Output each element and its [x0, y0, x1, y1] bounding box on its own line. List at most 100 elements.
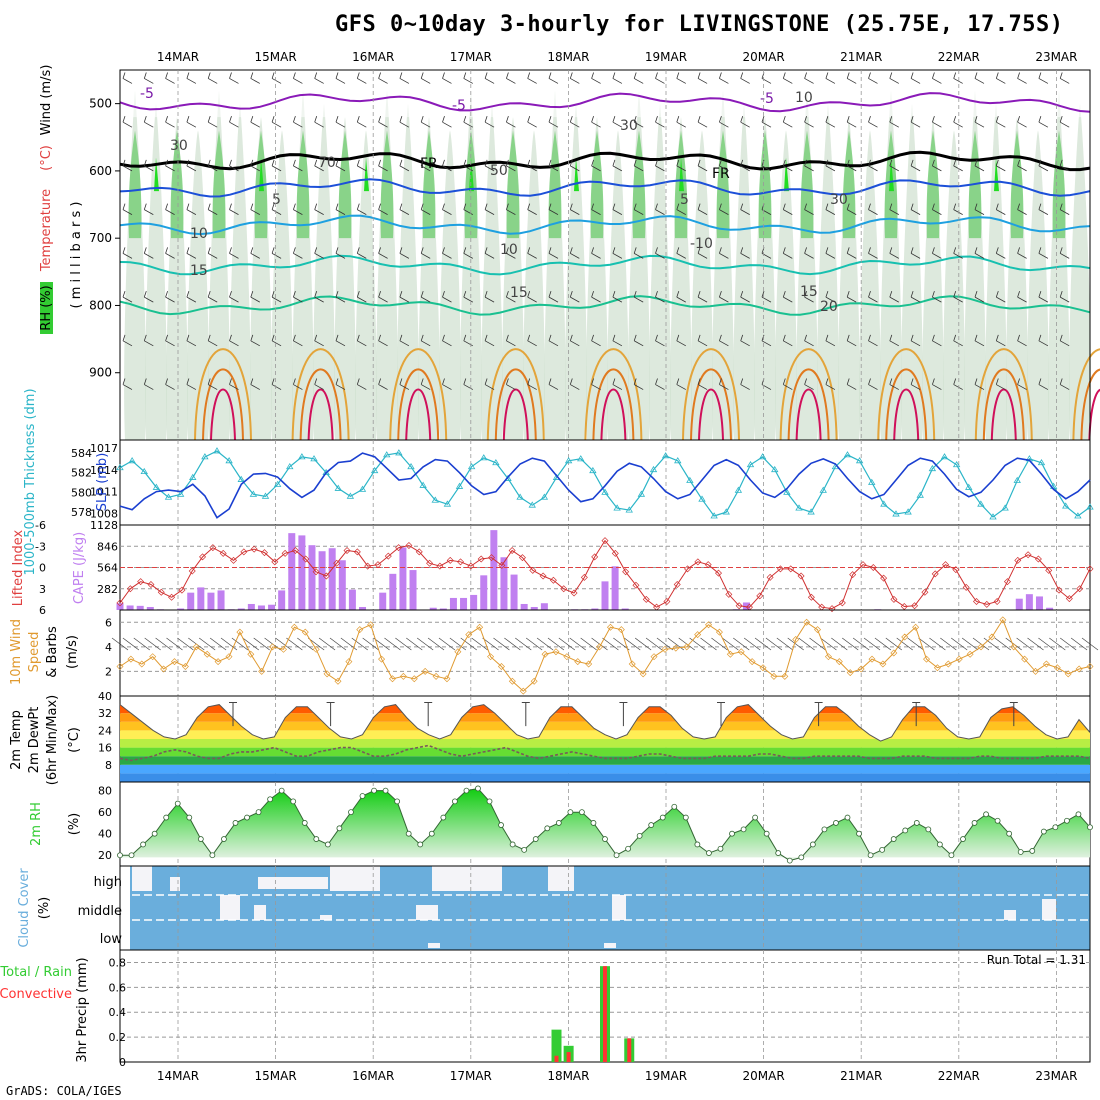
wind-speed-point — [323, 670, 331, 678]
wind-speed-point — [803, 618, 811, 626]
wind-barb — [655, 72, 665, 84]
wind-barb — [804, 159, 814, 172]
cloud-unit-label: (%) — [37, 897, 52, 920]
wind-barb — [633, 72, 644, 84]
wind-barb — [804, 378, 814, 390]
li-point — [756, 592, 764, 600]
contour-label: -5 — [140, 86, 154, 102]
wind-speed-point — [955, 655, 963, 663]
li-point — [849, 571, 857, 579]
wind-barb — [484, 334, 495, 347]
wind-barb — [868, 72, 878, 84]
wind-barb — [1038, 203, 1049, 215]
thickness-point — [176, 490, 185, 497]
wind-barb — [209, 637, 227, 651]
thickness-point — [771, 465, 779, 473]
rh-point — [913, 820, 920, 826]
rh-contour — [758, 130, 772, 239]
wind-barb — [719, 72, 729, 84]
wind-barb — [186, 116, 197, 128]
x-tick-label-bottom: 21MAR — [840, 1069, 882, 1083]
wind-barb — [463, 159, 473, 172]
legend-convective: Convective — [0, 987, 72, 1002]
rh-point — [983, 811, 989, 818]
rh-point — [948, 852, 955, 859]
li-point — [353, 548, 361, 556]
slp-line — [119, 452, 1091, 519]
li-point — [384, 552, 392, 560]
wind-speed-point — [443, 675, 451, 683]
rh-contour — [422, 130, 436, 239]
wind-speed-point — [247, 650, 255, 658]
temp-band — [120, 764, 1090, 774]
x-tick-label-top: 20MAR — [743, 50, 785, 64]
wind-barb — [1049, 637, 1066, 651]
wind-barb — [761, 116, 772, 128]
rh-contour — [166, 117, 188, 440]
y-tick-label: 564 — [97, 562, 118, 575]
rh-point — [971, 820, 978, 826]
li-point — [642, 595, 650, 603]
thickness-point — [249, 490, 258, 497]
wind-barb — [831, 637, 848, 651]
wind-barb — [740, 334, 750, 347]
x-tick-label-bottom: 16MAR — [352, 1069, 394, 1083]
rh-point — [729, 830, 735, 837]
wind-speed-point — [628, 660, 636, 668]
wind-barb — [874, 637, 892, 651]
wind-barb — [995, 378, 1006, 390]
contour-label: -5 — [452, 98, 466, 114]
li-point — [199, 553, 207, 561]
contour-label: -5 — [760, 91, 774, 107]
rh-point — [775, 850, 782, 856]
temperature-unit-label: (°C) — [39, 145, 54, 171]
wind-barb — [250, 378, 260, 390]
li-point — [942, 561, 950, 569]
rh-legend-swatch — [40, 282, 53, 334]
y-tick-label: high — [94, 875, 122, 890]
li-point — [787, 565, 795, 573]
thickness-point — [395, 449, 403, 456]
li-point — [209, 544, 217, 552]
wind-barb — [719, 290, 729, 303]
li-line — [119, 539, 1091, 610]
wind-barb — [569, 72, 580, 84]
rh-point — [244, 814, 250, 821]
isotherm-line — [119, 295, 1091, 316]
li-point — [271, 558, 279, 566]
wind-barb — [427, 637, 445, 651]
wind-barb — [612, 203, 623, 215]
li-point — [859, 561, 867, 569]
wind-barb — [442, 247, 452, 259]
contour-label: 10 — [190, 226, 208, 242]
wind-barb — [974, 203, 985, 215]
rh-contour — [628, 90, 650, 440]
cape-bar — [591, 608, 599, 610]
wind-barb — [356, 116, 367, 128]
wind-barb — [697, 290, 708, 303]
temperature-contour — [299, 368, 342, 441]
thickness-point — [601, 488, 609, 495]
wind-speed-point — [1032, 667, 1040, 675]
wind-speed-point — [1075, 665, 1083, 673]
cape-bar — [601, 581, 609, 610]
li-point — [281, 549, 289, 557]
wind-barb — [868, 203, 878, 215]
thickness-point — [1086, 503, 1094, 510]
wind-barb — [974, 159, 985, 172]
wind-barb — [198, 637, 216, 651]
wind-barb — [416, 637, 434, 651]
wind-speed-point — [639, 670, 647, 678]
contour-label: 10 — [500, 242, 518, 258]
rh-point — [579, 809, 585, 816]
wind-barb — [250, 247, 260, 259]
wind-barb — [804, 334, 814, 347]
wind-barb — [271, 247, 282, 259]
li-point — [1045, 566, 1053, 574]
wind-speed-point — [367, 621, 375, 629]
wind-barb — [804, 116, 814, 128]
cape-bar — [328, 548, 336, 610]
li-point — [116, 599, 124, 607]
rh-contour — [733, 103, 755, 441]
wind-barb — [527, 116, 537, 128]
